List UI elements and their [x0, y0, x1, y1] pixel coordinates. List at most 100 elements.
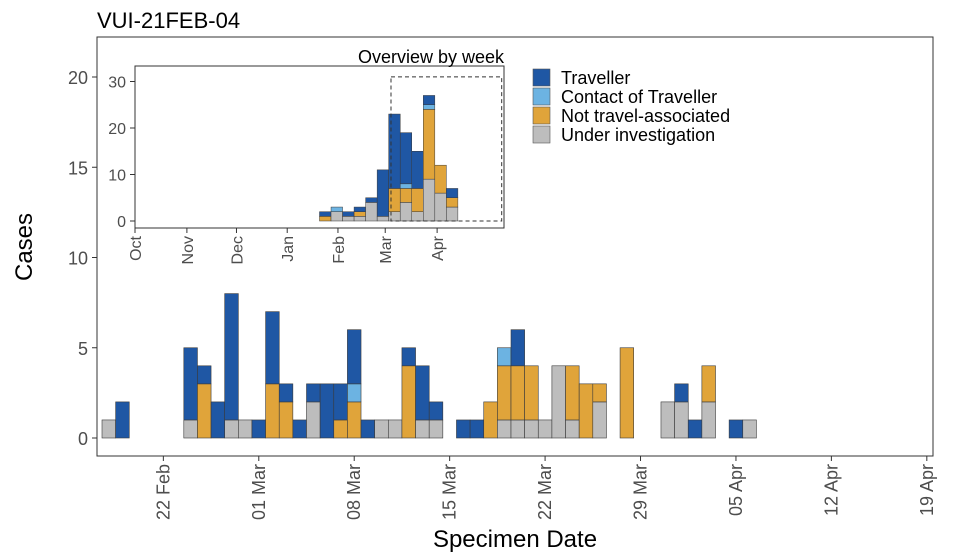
- y-tick-label: 20: [68, 68, 88, 88]
- inset-bar-segment-investigation: [365, 202, 378, 222]
- inset-bar-segment-not_travel: [388, 188, 401, 212]
- bar-segment-investigation: [551, 365, 566, 439]
- inset-bar-segment-investigation: [388, 211, 401, 222]
- inset-bar-segment-investigation: [434, 192, 447, 222]
- bar-segment-not_travel: [565, 365, 580, 421]
- inset-bar-segment-investigation: [342, 216, 355, 222]
- x-tick-label: 29 Mar: [631, 464, 651, 520]
- inset-x-tick-label: Jan: [280, 236, 297, 262]
- bar-segment-not_travel: [592, 383, 607, 403]
- bar-segment-traveller: [510, 329, 525, 367]
- bar-segment-investigation: [387, 419, 403, 439]
- legend-swatch-not-travel: [532, 106, 551, 125]
- inset-bar-segment-traveller: [446, 188, 459, 198]
- inset-x-tick-label: Apr: [430, 235, 447, 261]
- bar-segment-investigation: [428, 419, 444, 439]
- bar-segment-traveller: [401, 347, 416, 367]
- inset-bar-segment-not_travel: [411, 188, 424, 212]
- bar-segment-traveller: [265, 311, 280, 385]
- y-tick-label: 5: [78, 339, 88, 359]
- inset-x-tick-label: Oct: [128, 235, 145, 260]
- bar-segment-traveller: [428, 401, 444, 421]
- inset-bar-segment-traveller: [399, 132, 413, 185]
- bar-segment-traveller: [333, 383, 348, 421]
- bar-segment-traveller: [360, 419, 375, 439]
- inset-bar-segment-not_travel: [446, 197, 459, 208]
- bar-segment-not_travel: [401, 365, 416, 439]
- legend-swatch-investigation: [532, 125, 551, 144]
- x-tick-label: 19 Apr: [917, 464, 937, 516]
- inset-bars-layer: [319, 95, 459, 222]
- x-tick-label: 01 Mar: [249, 464, 269, 520]
- legend: Traveller Contact of Traveller Not trave…: [532, 68, 730, 145]
- bar-segment-traveller: [319, 383, 335, 439]
- bar-segment-investigation: [674, 401, 689, 439]
- inset-overview-chart: 0 10 20 30 Oct Nov Dec Jan Feb Mar Apr Overview b…: [108, 47, 505, 264]
- legend-label-investigation: Under investigation: [561, 125, 715, 145]
- inset-bar-segment-traveller: [365, 197, 378, 203]
- bar-segment-contact: [497, 347, 512, 367]
- x-tick-label: 08 Mar: [344, 464, 364, 520]
- inset-x-tick-label: Feb: [331, 236, 348, 264]
- inset-bar-segment-contact: [330, 206, 343, 212]
- inset-y-tick-label: 10: [108, 168, 126, 185]
- bar-segment-traveller: [183, 347, 198, 421]
- bar-segment-investigation: [415, 419, 430, 439]
- y-tick-label: 0: [78, 429, 88, 449]
- inset-bar-segment-traveller: [342, 211, 355, 217]
- bar-segment-investigation: [238, 419, 253, 439]
- x-tick-label: 22 Mar: [535, 464, 555, 520]
- bar-segment-not_travel: [278, 401, 294, 439]
- bar-segment-not_travel: [483, 401, 498, 439]
- inset-bar-segment-not_travel: [423, 109, 436, 180]
- bar-segment-traveller: [251, 419, 266, 439]
- inset-bar-segment-not_travel: [399, 188, 413, 203]
- bar-segment-investigation: [183, 419, 198, 439]
- bar-segment-investigation: [497, 419, 512, 439]
- bar-segment-investigation: [374, 419, 389, 439]
- inset-bar-segment-contact: [399, 183, 413, 189]
- bar-segment-traveller: [197, 365, 212, 385]
- bar-segment-investigation: [537, 419, 553, 439]
- legend-label-contact: Contact of Traveller: [561, 87, 717, 107]
- inset-bar-segment-not_travel: [353, 211, 366, 217]
- inset-bar-segment-investigation: [399, 202, 413, 222]
- x-tick-label: 12 Apr: [821, 464, 841, 516]
- bar-segment-not_travel: [265, 383, 280, 439]
- bar-segment-traveller: [278, 383, 294, 403]
- bar-segment-traveller: [469, 419, 485, 439]
- bar-segment-traveller: [687, 419, 703, 439]
- bar-segment-traveller: [292, 419, 307, 439]
- legend-label-not-travel: Not travel-associated: [561, 106, 730, 126]
- inset-y-tick-label: 0: [117, 214, 126, 231]
- inset-dashed-box: [390, 76, 503, 222]
- inset-bar-segment-investigation: [446, 206, 459, 222]
- x-tick-label: 15 Mar: [440, 464, 460, 520]
- bar-segment-traveller: [347, 329, 362, 385]
- bar-segment-investigation: [592, 401, 607, 439]
- inset-highlight-box: [390, 76, 503, 222]
- bar-segment-investigation: [510, 419, 525, 439]
- legend-swatch-traveller: [532, 68, 551, 87]
- inset-bar-segment-traveller: [319, 211, 332, 217]
- x-tick-label: 22 Feb: [153, 464, 173, 520]
- bar-segment-traveller: [224, 293, 239, 421]
- chart-title: VUI-21FEB-04: [97, 8, 240, 33]
- bar-segment-traveller: [415, 365, 430, 421]
- inset-bar-segment-traveller: [411, 151, 424, 189]
- inset-title: Overview by week: [358, 47, 505, 67]
- bar-segment-not_travel: [578, 383, 594, 439]
- inset-x-axis: Oct Nov Dec Jan Feb Mar Apr: [128, 228, 447, 264]
- bar-segment-investigation: [101, 419, 116, 439]
- inset-bar-segment-traveller: [423, 95, 436, 105]
- inset-x-tick-label: Mar: [378, 235, 395, 263]
- bar-segment-traveller: [115, 401, 130, 439]
- bar-segment-traveller: [306, 383, 321, 403]
- inset-bar-segment-traveller: [376, 169, 389, 217]
- y-axis-title: Cases: [11, 213, 38, 281]
- bar-segment-not_travel: [497, 365, 512, 421]
- main-bars-layer: [101, 293, 757, 439]
- bar-segment-investigation: [565, 419, 580, 439]
- inset-bar-segment-investigation: [376, 216, 389, 222]
- inset-y-tick-label: 30: [108, 75, 126, 92]
